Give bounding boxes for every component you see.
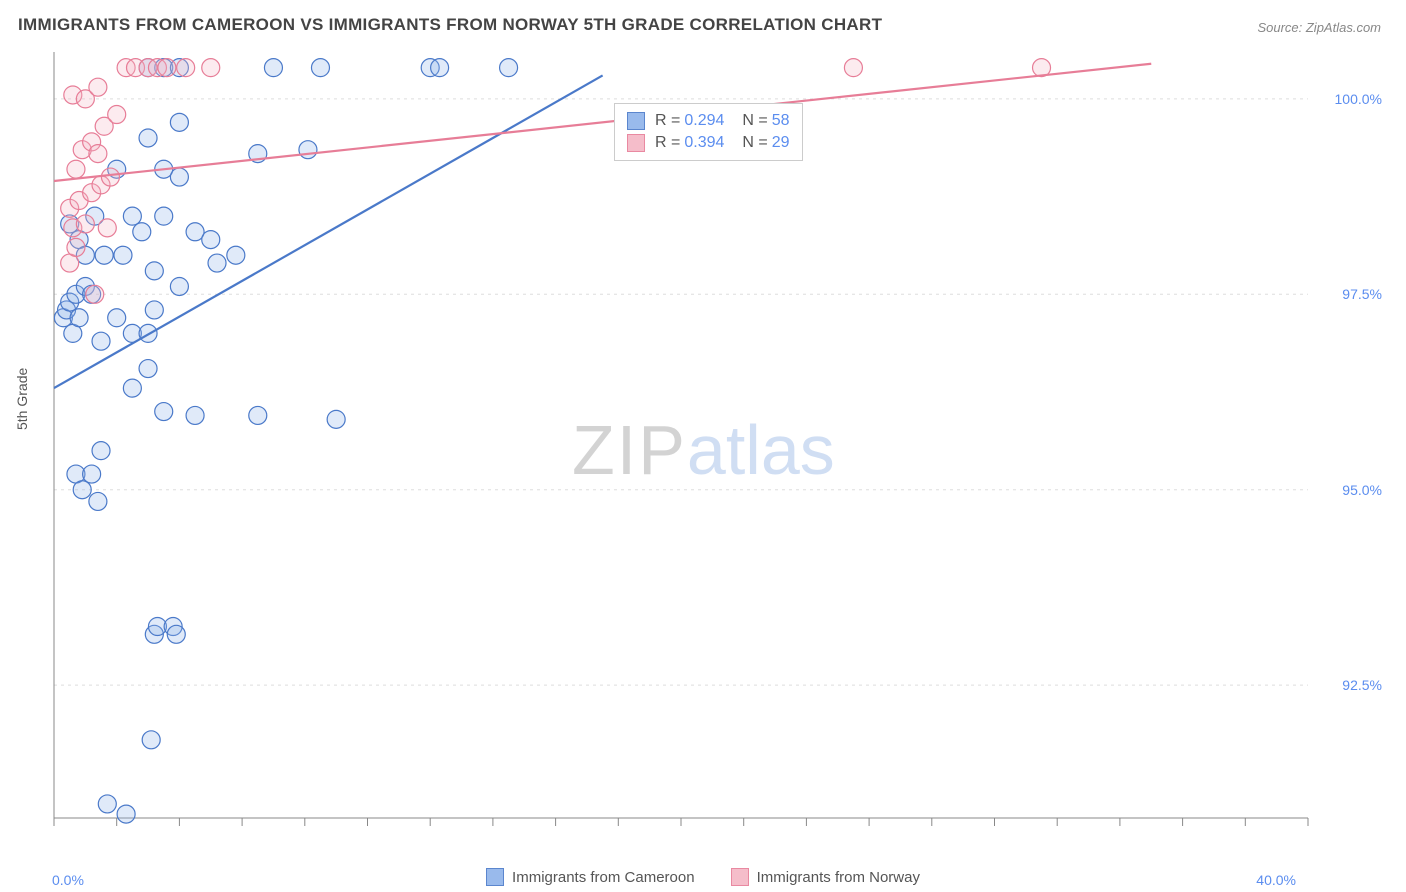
correlation-stats-box: R =0.294 N = 58 R =0.394 N = 29 [614, 103, 803, 161]
legend-label: Immigrants from Norway [757, 869, 920, 886]
stats-n-label: N = [742, 112, 767, 130]
y-tick-label: 95.0% [1342, 482, 1382, 498]
stats-r-label: R = [655, 134, 680, 152]
x-tick-label-right: 40.0% [1256, 872, 1296, 888]
stats-n-value: 58 [772, 112, 790, 130]
legend-label: Immigrants from Cameroon [512, 869, 695, 886]
legend: Immigrants from Cameroon Immigrants from … [0, 868, 1406, 890]
legend-item-cameroon: Immigrants from Cameroon [486, 868, 695, 886]
stats-row-cameroon: R =0.294 N = 58 [627, 110, 790, 132]
scatter-plot-area: R =0.294N =58R =0.394N =29 ZIPatlas [52, 50, 1310, 850]
stats-r-value: 0.394 [684, 134, 724, 152]
y-tick-label: 97.5% [1342, 286, 1382, 302]
legend-swatch-icon [731, 868, 749, 886]
source-attribution: Source: ZipAtlas.com [1257, 20, 1381, 35]
stats-swatch-icon [627, 134, 645, 152]
x-tick-label-left: 0.0% [52, 872, 84, 888]
stats-r-value: 0.294 [684, 112, 724, 130]
stats-row-norway: R =0.394 N = 29 [627, 132, 790, 154]
y-tick-label: 100.0% [1335, 91, 1382, 107]
legend-swatch-icon [486, 868, 504, 886]
stats-n-value: 29 [772, 134, 790, 152]
stats-n-label: N = [742, 134, 767, 152]
chart-svg [52, 50, 1310, 850]
stats-swatch-icon [627, 112, 645, 130]
chart-title: IMMIGRANTS FROM CAMEROON VS IMMIGRANTS F… [18, 15, 882, 35]
y-axis-label: 5th Grade [14, 368, 30, 430]
stats-r-label: R = [655, 112, 680, 130]
legend-item-norway: Immigrants from Norway [731, 868, 920, 886]
y-tick-label: 92.5% [1342, 677, 1382, 693]
